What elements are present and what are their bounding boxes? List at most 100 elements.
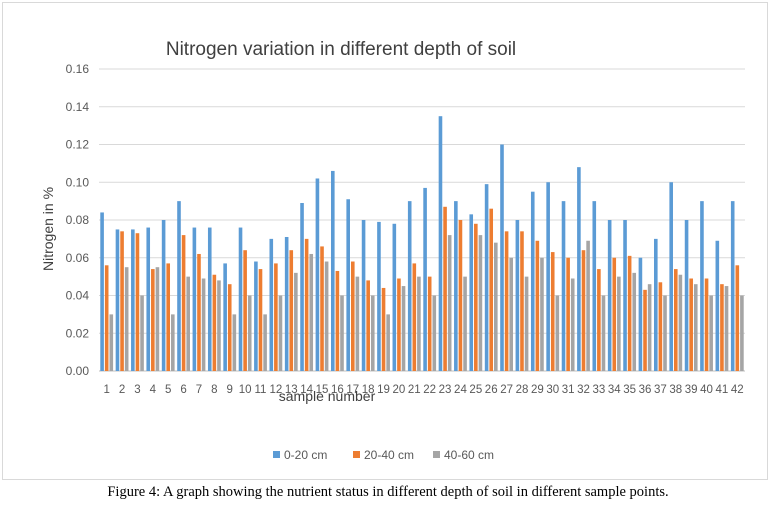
bar-3-30 [555, 295, 560, 371]
legend-label: 0-20 cm [284, 448, 327, 462]
x-tick-label: 17 [346, 384, 359, 396]
bar-1-14 [300, 203, 304, 371]
bar-3-40 [709, 295, 713, 371]
bar-2-1 [104, 265, 109, 371]
bar-1-39 [684, 220, 689, 371]
y-tick-label: 0.06 [66, 251, 90, 265]
bar-2-16 [335, 270, 340, 371]
bar-3-29 [540, 257, 544, 371]
bar-3-16 [340, 295, 344, 371]
bar-1-9 [223, 263, 227, 371]
x-tick-label: 9 [227, 384, 233, 396]
bar-2-36 [643, 289, 647, 371]
x-tick-labels: 1 2 3 4 5 6 7 8 9 10 11 12 13 14 15 16 17 18 19 20 21 22 23 24 2… [103, 384, 743, 396]
bar-2-37 [658, 282, 663, 371]
bar-1-2 [115, 229, 120, 371]
x-tick-label: 3 [134, 384, 140, 396]
bar-1-30 [546, 182, 550, 371]
y-tick-label: 0.12 [66, 138, 90, 152]
legend-label: 40-60 cm [444, 448, 494, 462]
bar-3-23 [447, 235, 452, 371]
bar-2-10 [243, 250, 247, 371]
y-tick-label: 0.04 [66, 289, 90, 303]
bar-1-38 [669, 182, 673, 371]
bar-3-9 [232, 314, 237, 372]
y-axis-label: Nitrogen in % [40, 187, 56, 271]
bar-2-29 [535, 240, 540, 371]
legend-swatch [353, 451, 360, 458]
bar-1-24 [454, 201, 458, 372]
bar-2-14 [304, 238, 309, 371]
bar-1-25 [469, 214, 474, 371]
bar-2-11 [258, 269, 263, 371]
x-tick-label: 2 [119, 384, 125, 396]
bar-3-24 [463, 276, 467, 372]
bar-3-3 [140, 295, 144, 371]
y-tick-label: 0.14 [66, 100, 90, 114]
x-tick-label: 7 [196, 384, 202, 396]
x-tick-label: 29 [531, 384, 544, 396]
legend-swatch [433, 451, 440, 458]
bar-2-15 [320, 246, 324, 371]
x-tick-label: 32 [577, 384, 590, 396]
bar-2-26 [489, 208, 494, 371]
bar-3-20 [401, 286, 406, 371]
chart-title: Nitrogen variation in different depth of… [166, 39, 516, 60]
bar-2-28 [520, 231, 524, 371]
bar-3-26 [494, 242, 498, 371]
bar-3-32 [586, 240, 590, 371]
bar-1-37 [654, 238, 658, 371]
bar-3-14 [309, 253, 314, 371]
bar-2-9 [227, 284, 232, 371]
bar-2-2 [120, 231, 124, 371]
nitrogen-bar-chart: Nitrogen variation in different depth of… [40, 39, 745, 462]
x-tick-label: 40 [700, 384, 713, 396]
bar-2-34 [612, 257, 617, 371]
x-tick-label: 19 [377, 384, 390, 396]
bar-3-11 [263, 314, 267, 372]
bar-1-27 [500, 144, 504, 371]
bar-1-20 [392, 223, 397, 371]
bar-3-8 [217, 280, 221, 371]
x-tick-label: 8 [211, 384, 217, 396]
bar-2-27 [504, 231, 509, 371]
bar-1-4 [146, 227, 151, 371]
bar-1-13 [284, 236, 289, 371]
x-tick-label: 41 [716, 384, 729, 396]
bar-2-41 [720, 284, 724, 371]
bar-3-4 [155, 267, 160, 371]
x-tick-label: 13 [285, 384, 298, 396]
x-tick-label: 5 [165, 384, 171, 396]
bar-2-7 [197, 253, 201, 371]
bar-3-33 [601, 295, 606, 371]
bar-1-7 [192, 227, 197, 371]
bar-3-36 [647, 284, 652, 371]
y-tick-label: 0.08 [66, 213, 90, 227]
x-tick-label: 34 [608, 384, 621, 396]
bar-2-6 [181, 235, 186, 371]
bar-1-8 [207, 227, 212, 371]
bar-1-23 [438, 116, 443, 371]
x-tick-label: 10 [239, 384, 252, 396]
bar-1-12 [269, 238, 274, 371]
bar-1-26 [484, 184, 489, 371]
bar-2-31 [566, 257, 570, 371]
bar-2-35 [627, 255, 632, 371]
bar-1-28 [515, 220, 520, 371]
x-tick-label: 1 [103, 384, 109, 396]
bar-1-17 [346, 199, 350, 371]
bar-3-22 [432, 295, 437, 371]
x-axis-label: sample number [279, 388, 376, 404]
bar-2-4 [151, 269, 155, 371]
bar-1-5 [161, 220, 166, 371]
bars [100, 116, 744, 372]
bar-3-17 [355, 276, 360, 372]
y-tick-label: 0.02 [66, 326, 90, 340]
bar-2-30 [550, 252, 555, 371]
bar-1-19 [377, 221, 381, 371]
bar-3-7 [201, 278, 206, 371]
bar-1-21 [407, 201, 412, 372]
bar-3-19 [386, 314, 390, 372]
x-tick-label: 36 [639, 384, 652, 396]
bar-1-10 [238, 227, 243, 371]
